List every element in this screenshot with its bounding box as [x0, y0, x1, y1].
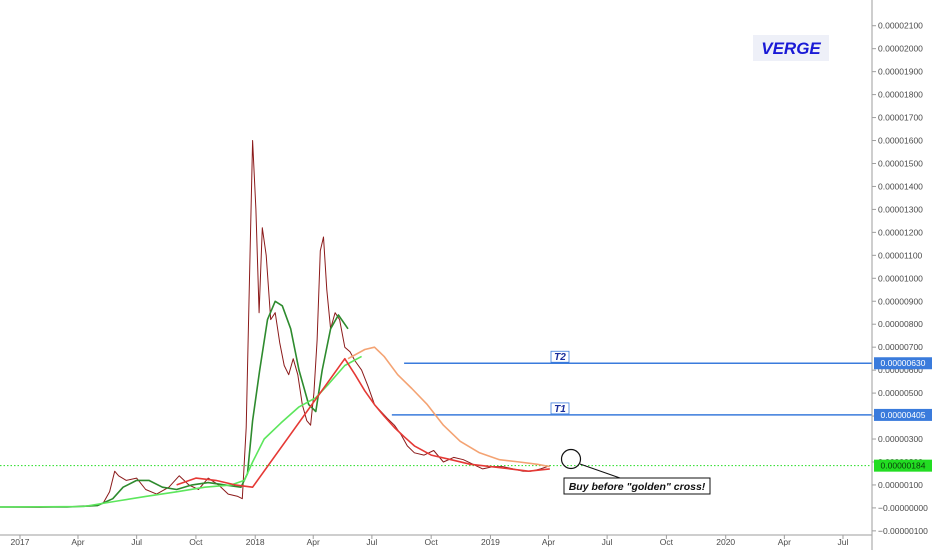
annotation: Buy before "golden" cross!	[560, 448, 711, 495]
y-tick-label: 0.00002100	[878, 21, 923, 31]
y-tick-label: 0.00001800	[878, 90, 923, 100]
x-tick-label: Apr	[71, 537, 84, 547]
x-tick-label: Oct	[189, 537, 203, 547]
current-price-tag	[874, 459, 932, 472]
x-tick-label: 2020	[716, 537, 735, 547]
annotation-pointer	[579, 463, 621, 479]
y-tick-label: 0.00000300	[878, 434, 923, 444]
annotation-box	[563, 477, 711, 495]
x-tick-label: Apr	[778, 537, 791, 547]
y-tick-label: 0.00000800	[878, 319, 923, 329]
y-tick-label: 0.00001200	[878, 227, 923, 237]
series-line-ma-orange	[347, 346, 550, 468]
y-tick-label: 0.00001300	[878, 204, 923, 214]
target-label-T1: T1	[554, 404, 566, 415]
y-tick-label: 0.00001600	[878, 136, 923, 146]
x-tick-label: Jul	[838, 537, 849, 547]
y-tick-label: 0.00000900	[878, 296, 923, 306]
series-line-ma-red	[176, 357, 550, 489]
x-tick-label: Oct	[425, 537, 439, 547]
y-tick-label: 0.00000100	[878, 480, 923, 490]
current-price-tag-text: 0.00000184	[881, 461, 926, 471]
y-tick-label: 0.00001700	[878, 113, 923, 123]
price-tag-T1	[874, 408, 932, 421]
y-tick-label: 0.00001900	[878, 67, 923, 77]
x-tick-label: Apr	[307, 537, 320, 547]
x-tick-label: 2018	[246, 537, 265, 547]
y-tick-label: −0.00000100	[878, 526, 928, 536]
y-tick-label: 0.00002000	[878, 44, 923, 54]
y-tick-label: 0.00000700	[878, 342, 923, 352]
target-label-box-T1	[550, 402, 570, 415]
y-tick-label: 0.00001500	[878, 158, 923, 168]
x-tick-label: Jul	[131, 537, 142, 547]
golden-cross-circle	[560, 448, 582, 470]
chart-title: VERGE	[761, 39, 821, 58]
target-label-T2: T2	[554, 352, 566, 363]
target-label-box-T2	[550, 350, 570, 363]
y-tick-label: 0.00000600	[878, 365, 923, 375]
x-tick-label: 2019	[481, 537, 500, 547]
annotation-text: Buy before "golden" cross!	[569, 481, 706, 493]
y-tick-label: 0.00001000	[878, 273, 923, 283]
y-tick-label: 0.00000500	[878, 388, 923, 398]
x-tick-label: Oct	[660, 537, 674, 547]
price-tag-text-T2: 0.00000630	[881, 358, 926, 368]
chart-title-box: VERGE	[753, 35, 829, 61]
price-tag-T2	[874, 357, 932, 370]
y-tick-label: −0.00000000	[878, 503, 928, 513]
x-tick-label: 2017	[11, 537, 30, 547]
y-tick-label: 0.00001100	[878, 250, 923, 260]
plot-area[interactable]	[0, 0, 872, 535]
x-tick-label: Apr	[542, 537, 555, 547]
x-tick-label: Jul	[366, 537, 377, 547]
price-tag-text-T1: 0.00000405	[881, 410, 926, 420]
x-tick-label: Jul	[602, 537, 613, 547]
y-tick-label: 0.00001400	[878, 181, 923, 191]
